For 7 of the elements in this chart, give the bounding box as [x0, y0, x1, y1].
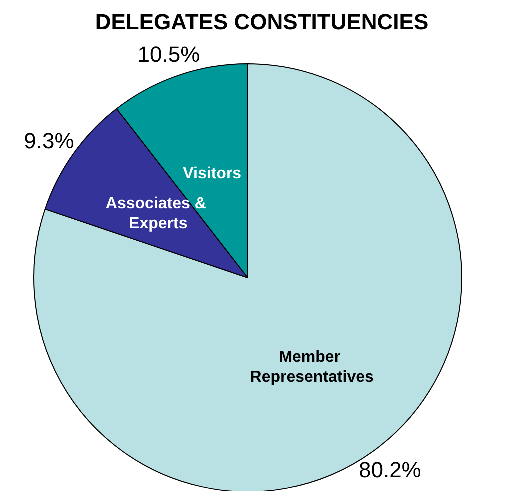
- chart-title: DELEGATES CONSTITUENCIES: [95, 10, 429, 34]
- slice-label: Member Representatives: [250, 348, 374, 386]
- slice-label: Visitors: [183, 165, 242, 182]
- data-label: 80.2%: [358, 457, 422, 482]
- data-label: 10.5%: [138, 42, 200, 68]
- data-label: 9.3%: [24, 128, 74, 154]
- slice-label: Associates & Experts: [106, 196, 211, 233]
